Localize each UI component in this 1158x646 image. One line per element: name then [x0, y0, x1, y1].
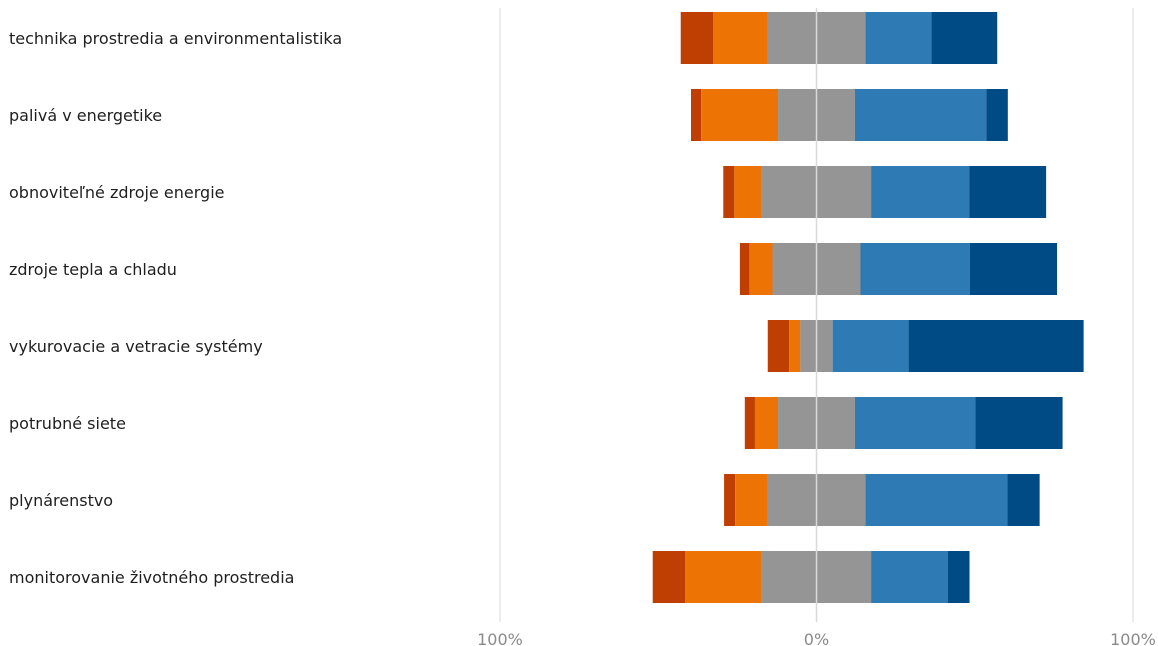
category-label-4: vykurovacie a vetracie systémy	[9, 337, 263, 356]
bar-segment-r0-s4	[931, 12, 998, 64]
x-tick-label-1: 0%	[804, 630, 829, 646]
category-label-5: potrubné siete	[9, 414, 126, 433]
category-label-6: plynárenstvo	[9, 491, 113, 510]
category-label-0: technika prostredia a environmentalistik…	[9, 29, 342, 48]
bar-segment-r3-s4	[969, 243, 1058, 295]
category-label-1: palivá v energetike	[9, 106, 162, 125]
bar-segment-r1-s1	[701, 89, 779, 141]
bar-segment-r7-s0	[652, 551, 685, 603]
bar-segment-r4-s3	[832, 320, 909, 372]
x-tick-labels: 100% 0% 100%	[477, 630, 1156, 646]
category-label-7: monitorovanie životného prostredia	[9, 568, 294, 587]
bar-segment-r1-s0	[691, 89, 702, 141]
bar-segment-r4-s4	[908, 320, 1084, 372]
bar-segment-r3-s0	[739, 243, 750, 295]
bar-segment-r5-s3	[854, 397, 976, 449]
bar-segment-r6-s4	[1007, 474, 1040, 526]
bar-segment-r7-s3	[871, 551, 949, 603]
bar-segment-r2-s3	[871, 166, 970, 218]
bars	[652, 12, 1084, 603]
bar-segment-r3-s3	[860, 243, 970, 295]
bar-segment-r5-s4	[975, 397, 1063, 449]
bar-segment-r3-s1	[749, 243, 773, 295]
bar-segment-r7-s4	[948, 551, 970, 603]
bar-segment-r0-s0	[680, 12, 714, 64]
bar-segment-r0-s3	[865, 12, 932, 64]
grid-lines	[499, 8, 1134, 622]
bar-segment-r6-s0	[724, 474, 736, 526]
x-tick-label-2: 100%	[1110, 630, 1156, 646]
bar-segment-r6-s3	[865, 474, 1008, 526]
bar-segment-r2-s0	[723, 166, 735, 218]
bar-segment-r2-s4	[969, 166, 1047, 218]
bar-segment-r2-s1	[734, 166, 762, 218]
bar-segment-r6-s1	[735, 474, 768, 526]
bar-segment-r1-s4	[986, 89, 1008, 141]
bar-segment-r4-s0	[767, 320, 790, 372]
bar-segment-r7-s1	[684, 551, 762, 603]
bar-segment-r5-s1	[754, 397, 779, 449]
category-labels: technika prostredia a environmentalistik…	[9, 29, 342, 587]
bar-segment-r4-s1	[789, 320, 801, 372]
category-label-2: obnoviteľné zdroje energie	[9, 183, 225, 202]
bar-segment-r5-s0	[744, 397, 755, 449]
bar-segment-r1-s3	[854, 89, 987, 141]
bar-segment-r0-s1	[713, 12, 768, 64]
category-label-3: zdroje tepla a chladu	[9, 260, 177, 279]
x-tick-label-0: 100%	[477, 630, 523, 646]
